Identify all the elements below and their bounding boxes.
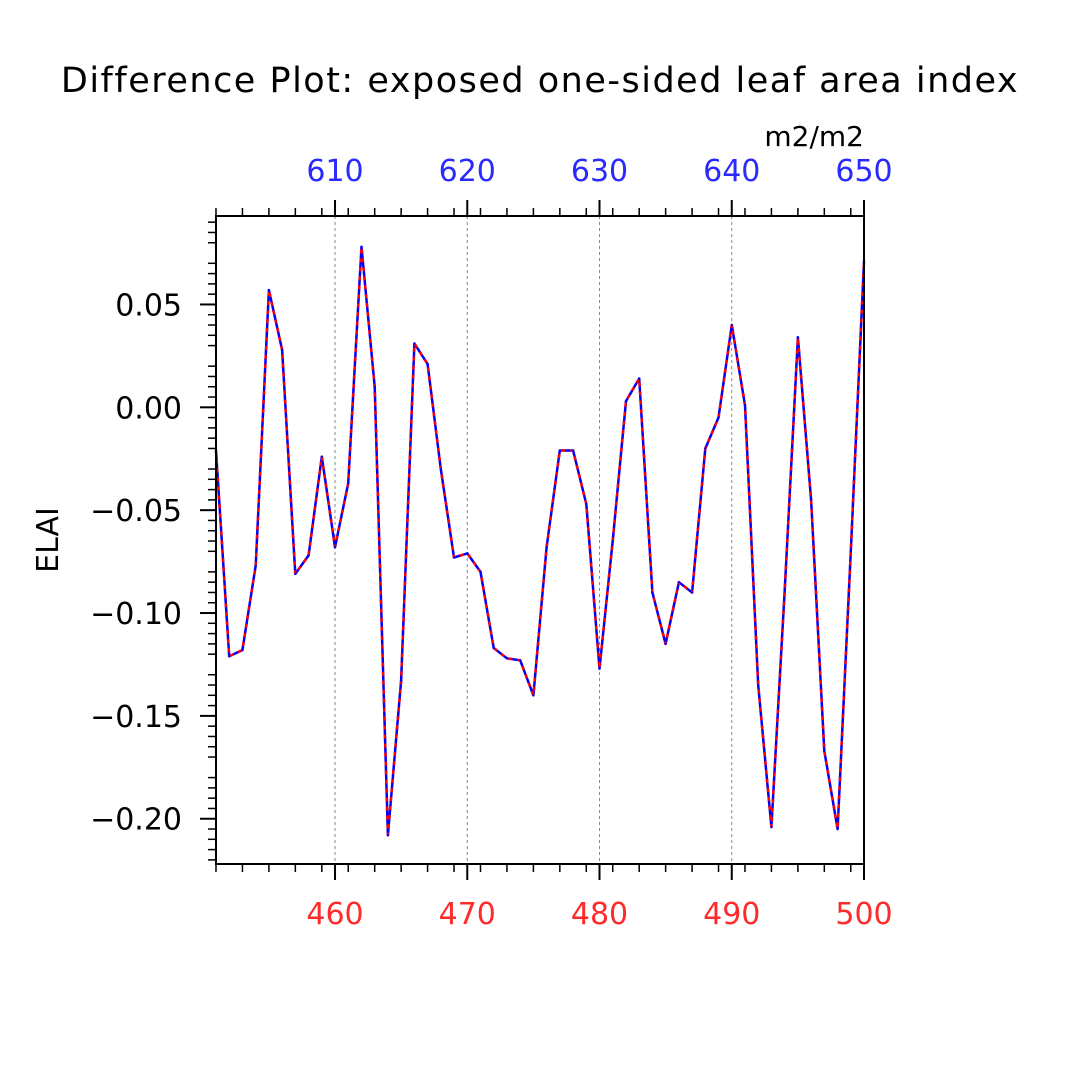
data-point bbox=[505, 657, 509, 660]
data-point bbox=[558, 449, 562, 452]
y-tick-label: −0.15 bbox=[90, 700, 182, 735]
data-point bbox=[333, 546, 337, 549]
data-point bbox=[373, 385, 376, 388]
bottom-tick-label: 470 bbox=[439, 897, 496, 932]
data-point bbox=[280, 348, 284, 351]
data-point bbox=[571, 449, 575, 452]
top-tick-label: 620 bbox=[439, 154, 496, 189]
bottom-axis-tick-labels: 460 470 480 490 500 bbox=[306, 897, 892, 932]
data-point bbox=[796, 336, 800, 339]
data-point bbox=[624, 399, 628, 403]
data-point bbox=[823, 749, 826, 753]
data-point bbox=[717, 416, 720, 419]
data-point bbox=[479, 570, 482, 574]
top-tick-label: 630 bbox=[571, 154, 628, 189]
y-tick-label: 0.05 bbox=[115, 288, 182, 323]
data-point bbox=[783, 589, 786, 592]
data-point bbox=[413, 342, 416, 345]
data-point bbox=[452, 556, 456, 559]
data-point bbox=[757, 683, 760, 687]
data-point bbox=[267, 288, 271, 292]
y-axis-label: ELAI bbox=[31, 507, 66, 573]
data-point bbox=[320, 455, 323, 458]
data-point bbox=[545, 546, 548, 549]
data-point bbox=[426, 362, 429, 366]
data-point bbox=[347, 482, 350, 485]
bottom-tick-label: 480 bbox=[571, 897, 628, 932]
bottom-tick-label: 500 bbox=[835, 897, 892, 932]
top-tick-label: 650 bbox=[835, 154, 892, 189]
units-label: m2/m2 bbox=[764, 120, 864, 153]
data-point bbox=[466, 552, 469, 555]
data-point bbox=[611, 539, 614, 543]
data-point bbox=[836, 827, 839, 831]
series-line-0 bbox=[214, 245, 866, 837]
y-tick-label: 0.00 bbox=[115, 391, 182, 426]
data-point bbox=[439, 467, 443, 471]
top-tick-label: 640 bbox=[703, 154, 760, 189]
data-point bbox=[386, 834, 390, 837]
data-point bbox=[228, 655, 231, 658]
minor-ticks bbox=[208, 208, 852, 872]
data-point bbox=[307, 554, 310, 557]
top-tick-label: 610 bbox=[306, 154, 363, 189]
data-point bbox=[241, 648, 244, 652]
y-tick-label: −0.05 bbox=[90, 494, 182, 529]
bottom-tick-label: 460 bbox=[306, 897, 363, 932]
data-point bbox=[637, 377, 641, 380]
data-point bbox=[809, 498, 813, 502]
top-axis-tick-labels: 610 620 630 640 650 bbox=[306, 154, 892, 189]
data-point bbox=[294, 572, 297, 576]
data-point bbox=[532, 694, 535, 697]
data-point bbox=[651, 591, 654, 594]
y-tick-label: −0.20 bbox=[90, 803, 182, 838]
data-point bbox=[730, 323, 733, 327]
data-point bbox=[743, 404, 747, 407]
data-point bbox=[849, 550, 852, 553]
series-layer bbox=[214, 245, 866, 837]
data-point bbox=[770, 825, 773, 829]
data-point bbox=[598, 667, 601, 670]
data-point bbox=[492, 646, 495, 650]
bottom-tick-label: 490 bbox=[703, 897, 760, 932]
major-ticks bbox=[200, 200, 865, 880]
data-point bbox=[585, 502, 588, 506]
y-tick-labels: −0.20 −0.15 −0.10 −0.05 0.00 0.05 bbox=[90, 288, 182, 837]
data-point bbox=[360, 245, 363, 249]
data-point bbox=[704, 447, 707, 450]
data-point bbox=[690, 591, 694, 594]
data-point bbox=[518, 659, 522, 662]
data-point bbox=[399, 679, 403, 683]
plot-frame bbox=[215, 215, 865, 865]
data-point bbox=[254, 564, 257, 567]
series-dashes-0 bbox=[214, 245, 866, 837]
chart-title: Difference Plot: exposed one-sided leaf … bbox=[61, 61, 1019, 101]
data-point bbox=[677, 580, 681, 584]
y-tick-label: −0.10 bbox=[90, 597, 182, 632]
data-point bbox=[664, 642, 667, 646]
